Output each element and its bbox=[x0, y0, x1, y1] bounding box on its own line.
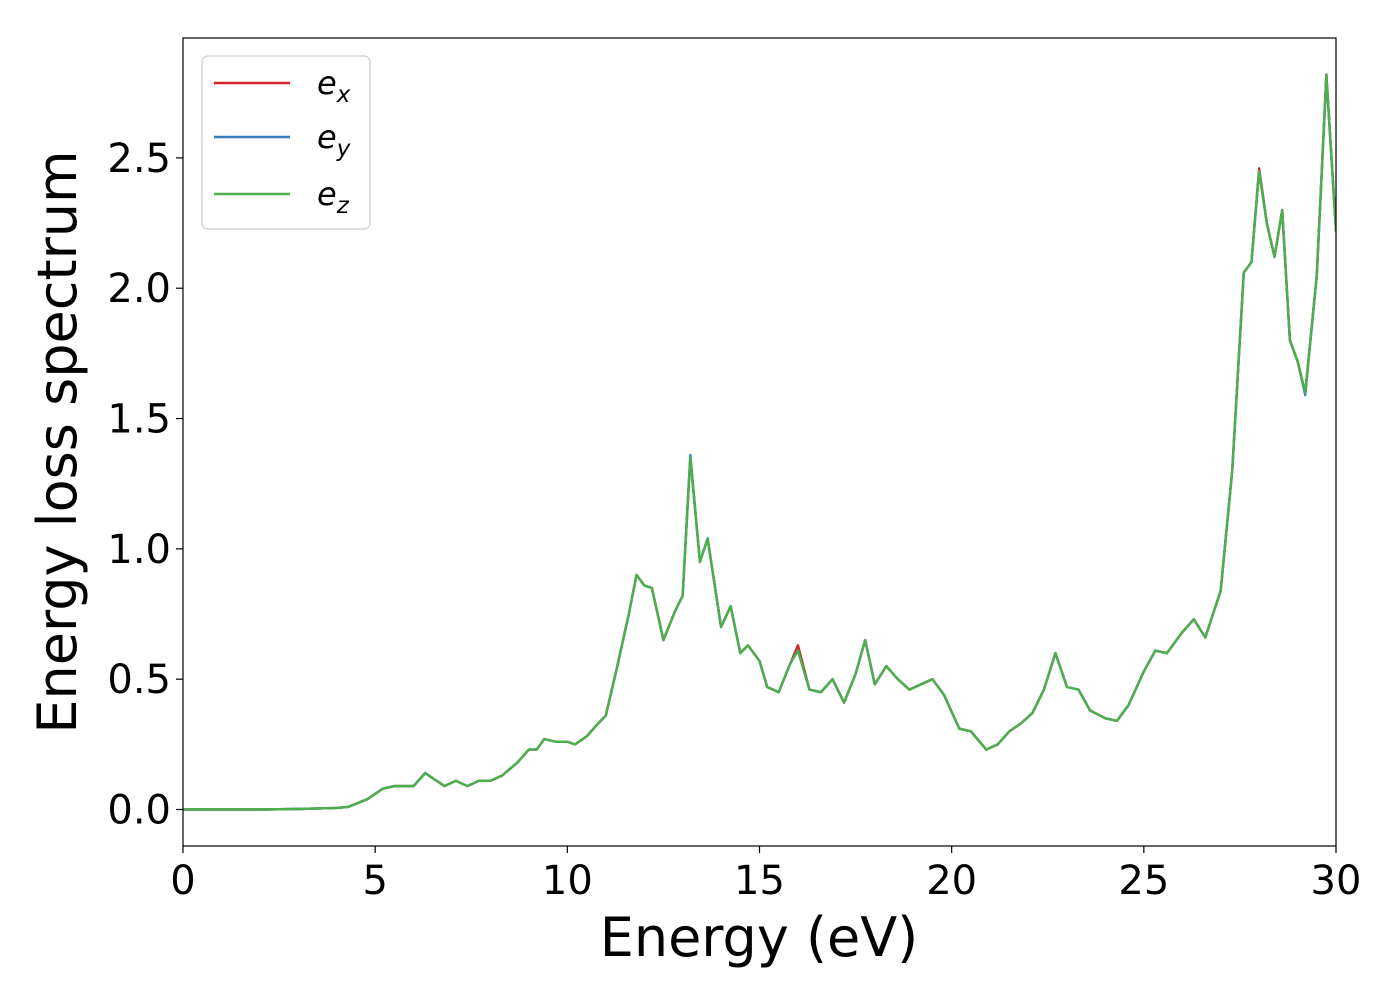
y-tick-label: 1.0 bbox=[107, 527, 171, 573]
series-layer bbox=[183, 73, 1336, 811]
legend-label-x: ex bbox=[317, 64, 351, 108]
x-tick-label: 25 bbox=[1118, 858, 1169, 904]
x-tick-label: 15 bbox=[734, 858, 785, 904]
x-tick-label: 5 bbox=[362, 858, 387, 904]
y-axis-title: Energy loss spectrum bbox=[26, 150, 89, 733]
series-line-z bbox=[183, 73, 1336, 811]
x-tick-label: 0 bbox=[170, 858, 195, 904]
y-tick-label: 1.5 bbox=[107, 397, 171, 443]
x-tick-label: 20 bbox=[926, 858, 977, 904]
x-tick-label: 30 bbox=[1311, 858, 1362, 904]
legend: ex ey ez bbox=[201, 55, 371, 230]
legend-label-z: ez bbox=[317, 175, 350, 219]
y-axis: 0.0 0.5 1.0 1.5 2.0 2.5 bbox=[107, 136, 183, 834]
legend-box bbox=[201, 55, 371, 230]
x-axis: 0 5 10 15 20 25 30 bbox=[170, 846, 1361, 904]
x-axis-title: Energy (eV) bbox=[600, 906, 919, 969]
y-tick-label: 2.0 bbox=[107, 266, 171, 312]
legend-label-y: ey bbox=[317, 118, 351, 162]
y-tick-label: 0.0 bbox=[107, 788, 171, 834]
y-tick-label: 2.5 bbox=[107, 136, 171, 182]
y-tick-label: 0.5 bbox=[107, 657, 171, 703]
x-tick-label: 10 bbox=[542, 858, 593, 904]
